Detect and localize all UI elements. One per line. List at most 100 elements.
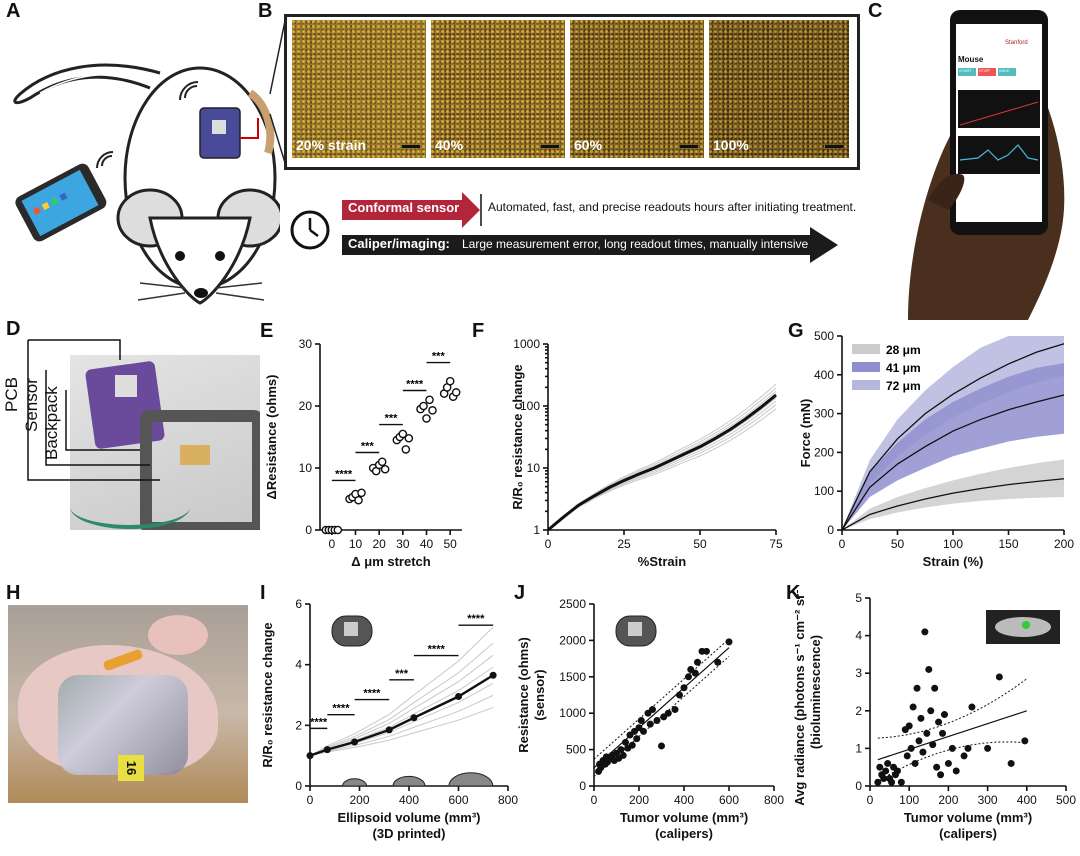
significance-label: ****	[363, 688, 381, 700]
significance-label: ***	[385, 413, 399, 425]
mean-point	[306, 752, 314, 760]
phone-title: Mouse	[958, 55, 984, 64]
data-point	[903, 752, 911, 760]
backpack-callouts	[27, 339, 160, 481]
micrograph-40: 40%	[431, 20, 565, 158]
data-point	[927, 707, 935, 715]
conformal-arrow	[342, 192, 480, 228]
scale-bar	[825, 145, 843, 148]
data-point	[897, 778, 905, 786]
x-axis-title: Δ μm stretch	[351, 554, 430, 569]
y-tick-label: 100	[814, 484, 834, 498]
y-axis-title: Force (mN)	[798, 399, 813, 468]
y-tick-label: 3	[855, 666, 862, 680]
phone-start[interactable]: START	[959, 68, 972, 73]
y-tick-label: 0	[579, 779, 586, 793]
panel-label-h: H	[6, 582, 21, 604]
x-tick-label: 300	[978, 793, 998, 807]
confidence-band	[842, 459, 1064, 530]
replicate-line	[547, 393, 777, 531]
data-point	[995, 673, 1003, 681]
significance-label: ****	[332, 703, 350, 715]
data-point	[888, 778, 896, 786]
significance-label: ***	[432, 351, 446, 363]
data-point	[937, 771, 945, 779]
micrograph-60: 60%	[570, 20, 704, 158]
x-tick-label: 800	[498, 793, 518, 807]
significance-label: ***	[361, 441, 375, 453]
data-point	[664, 709, 672, 717]
conformal-label: Conformal sensor	[348, 200, 460, 215]
data-point	[968, 703, 976, 711]
data-point	[909, 703, 917, 711]
data-point	[984, 744, 992, 752]
data-point	[1007, 759, 1015, 767]
legend-swatch	[852, 344, 880, 354]
significance-label: ****	[406, 379, 424, 391]
y-axis-title: Avg radiance (photons s⁻¹ cm⁻² sr⁻¹)	[792, 590, 807, 806]
data-point	[676, 691, 683, 699]
data-point	[646, 720, 654, 728]
x-tick-label: 0	[328, 537, 335, 551]
x-tick-label: 600	[719, 793, 739, 807]
data-point	[935, 718, 943, 726]
legend-label: 28 μm	[886, 343, 921, 357]
data-point	[880, 774, 888, 782]
legend-label: 72 μm	[886, 379, 921, 393]
x-tick-label: 100	[943, 537, 963, 551]
mean-point	[323, 746, 331, 754]
y-tick-label: 100	[520, 399, 540, 413]
x-tick-label: 25	[617, 537, 631, 551]
panel-label-a: A	[6, 0, 21, 22]
conformal-description: Automated, fast, and precise readouts ho…	[488, 200, 857, 214]
data-point	[964, 744, 972, 752]
x-tick-label: 0	[591, 793, 598, 807]
y-tick-label: 2	[855, 704, 862, 718]
phone-save[interactable]: SAVE	[999, 68, 1010, 73]
confidence-band	[842, 363, 1064, 530]
mean-point	[351, 738, 359, 746]
label-backpack: Backpack	[42, 386, 61, 460]
y-axis-subtitle: (bioluminescence)	[808, 635, 823, 749]
data-point	[622, 738, 629, 746]
chart-j: 0 200 400 600 800 0 500 1000 1500 2000 2500 Tumor v…	[516, 597, 784, 841]
data-point	[882, 767, 890, 775]
hand-phone-photo	[908, 10, 1065, 320]
micrograph-caption: 100%	[713, 137, 749, 153]
data-point	[380, 464, 390, 474]
data-point	[354, 495, 363, 505]
x-tick-label: 75	[769, 537, 783, 551]
panel-label-k: K	[786, 582, 801, 604]
data-point	[425, 395, 434, 405]
data-point	[948, 744, 956, 752]
phone-stop[interactable]: STOP	[979, 68, 990, 73]
ci-upper	[593, 638, 730, 760]
mouse-left-eye	[175, 251, 185, 261]
panel-label-d: D	[6, 318, 21, 340]
micrograph-20: 20% strain	[292, 20, 426, 158]
scale-bar	[680, 145, 698, 148]
data-point	[445, 376, 455, 386]
data-point	[917, 714, 925, 722]
chart-i: 0 200 400 600 800 0 2 4 6 Ellipsoid volume (mm³)(…	[260, 597, 518, 841]
label-pcb: PCB	[2, 377, 21, 412]
caliper-arrow	[342, 227, 838, 263]
y-axis-title: R/R₀ resistance change	[510, 364, 525, 509]
data-point	[422, 414, 431, 423]
panel-label-f: F	[472, 320, 485, 342]
data-point	[911, 759, 919, 767]
significance-label: ****	[467, 613, 485, 625]
x-tick-label: 200	[1054, 537, 1074, 551]
mouse-head	[148, 216, 252, 305]
y-tick-label: 300	[814, 407, 834, 421]
x-tick-label: 150	[998, 537, 1018, 551]
significance-label: ****	[335, 468, 353, 480]
y-tick-label: 500	[814, 330, 834, 343]
y-tick-label: 1000	[513, 337, 540, 351]
fit-line	[877, 710, 1027, 761]
y-axis-subtitle: (sensor)	[532, 669, 547, 720]
sensor-photo-chip	[344, 622, 358, 636]
data-point	[921, 628, 929, 636]
x-tick-label: 400	[674, 793, 694, 807]
data-point	[357, 488, 366, 498]
